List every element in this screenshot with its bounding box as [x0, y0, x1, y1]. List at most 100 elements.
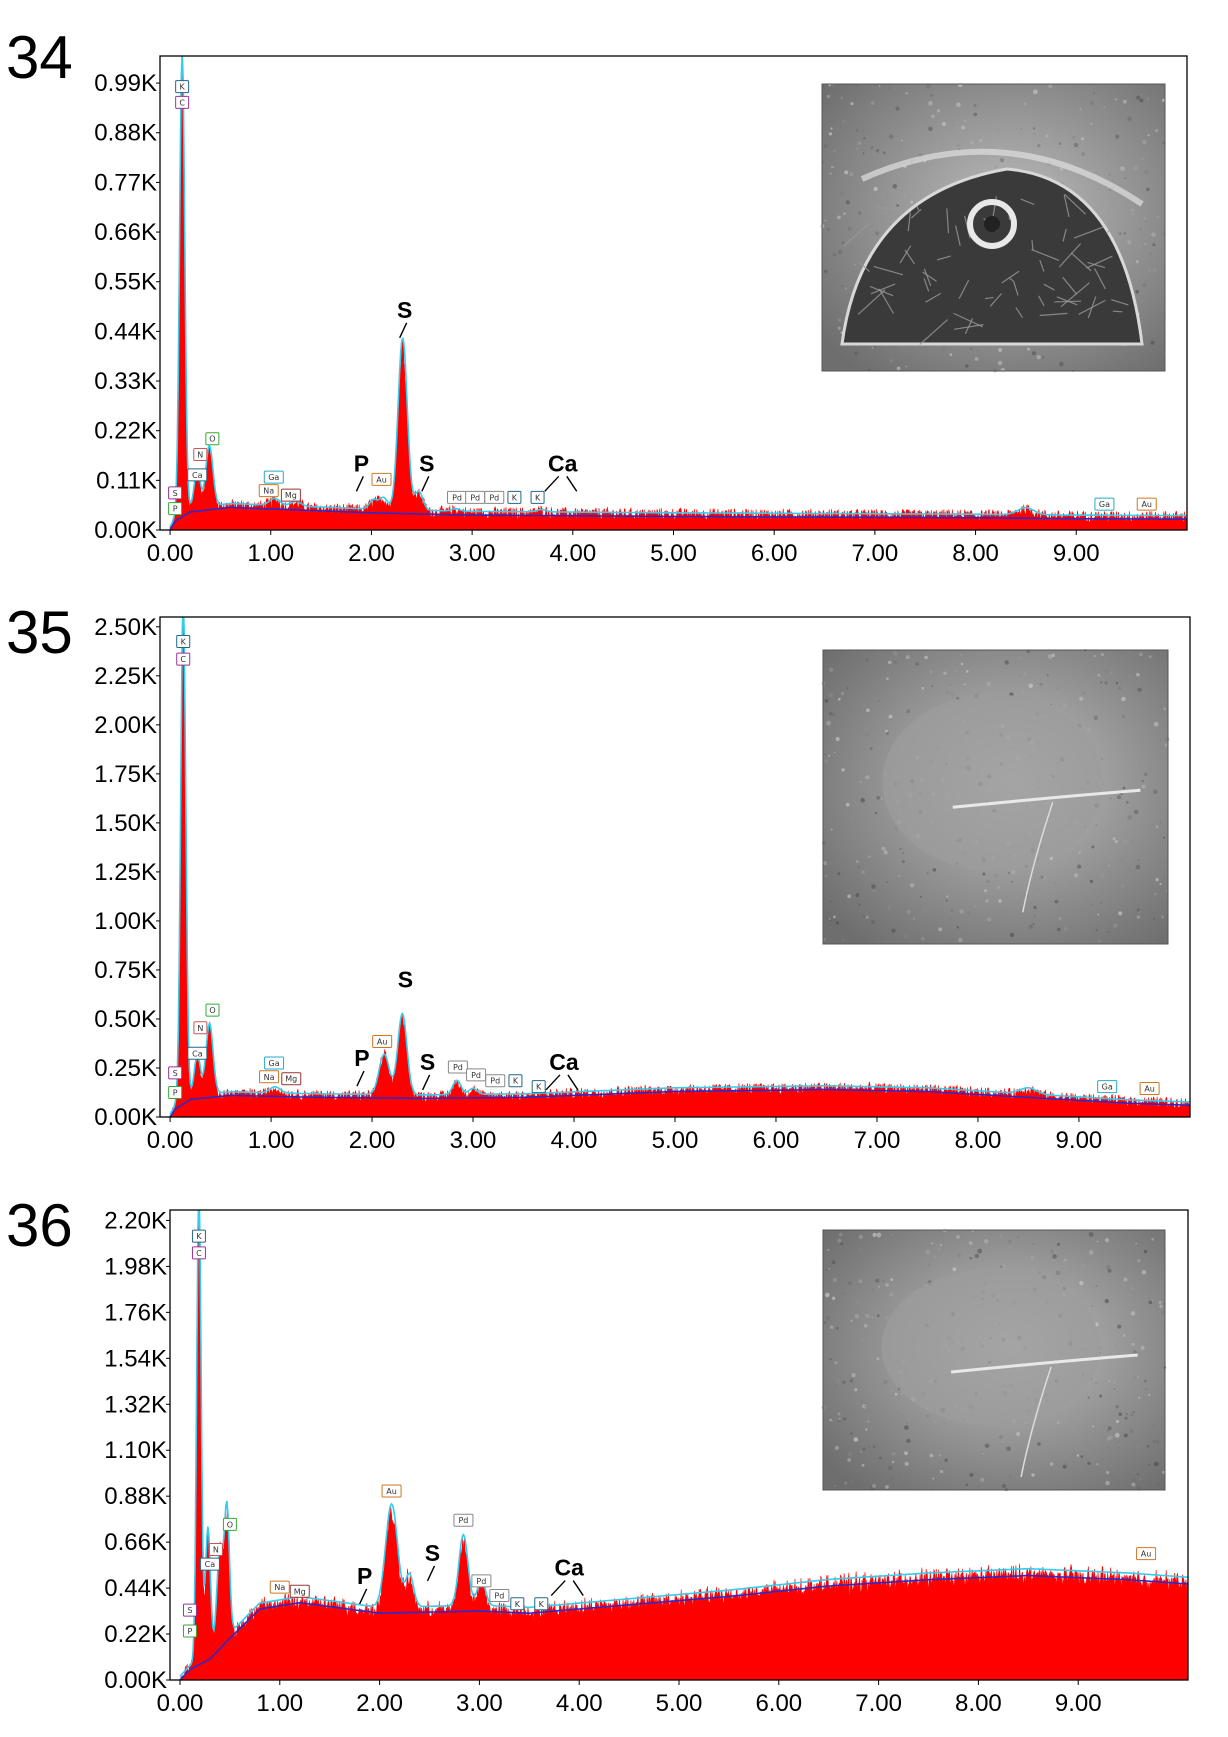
y-tick-label: 0.66K: [94, 219, 157, 246]
sem-speckle: [889, 359, 893, 363]
sem-speckle: [1130, 1311, 1136, 1316]
sem-speckle: [885, 100, 888, 104]
element-badge: C: [191, 1246, 206, 1260]
sem-speckle: [849, 172, 854, 177]
sem-speckle: [1099, 1394, 1103, 1398]
sem-speckle: [1143, 1249, 1148, 1254]
sem-speckle: [854, 264, 856, 266]
sem-fiber: [1094, 268, 1106, 290]
sem-speckle: [835, 921, 840, 925]
sem-speckle: [1127, 116, 1132, 122]
leader-line: [421, 1074, 431, 1091]
sem-speckle: [865, 775, 870, 780]
element-badge-box: [534, 1597, 549, 1611]
sem-speckle: [913, 918, 915, 920]
sem-speckle: [1099, 901, 1103, 904]
sem-speckle: [853, 703, 859, 709]
sem-speckle: [1057, 927, 1061, 932]
sem-speckle: [1118, 232, 1122, 236]
sem-speckle: [1135, 1242, 1137, 1245]
element-badge: Ga: [263, 470, 284, 484]
element-badge-text: Pd: [494, 1591, 504, 1600]
sem-speckle: [876, 1232, 882, 1238]
sem-speckle: [1146, 825, 1150, 828]
sem-speckle: [941, 1468, 943, 1470]
sem-speckle: [1138, 910, 1142, 913]
x-tick-label: 9.00: [1056, 1127, 1103, 1154]
element-label: Ca: [555, 1555, 585, 1581]
element-badge: Mg: [281, 1072, 302, 1086]
sem-fiber: [843, 222, 871, 247]
sem-speckle: [868, 855, 871, 858]
sem-speckle: [1079, 696, 1084, 701]
sem-fiber: [1111, 299, 1129, 306]
y-tick-label: 1.10K: [104, 1437, 167, 1464]
sem-speckle: [1158, 1300, 1162, 1304]
sem-speckle: [1163, 860, 1168, 865]
y-tick-label: 1.75K: [94, 761, 157, 788]
sem-fiber: [1058, 243, 1082, 268]
sem-speckle: [985, 357, 989, 361]
sem-speckle: [1063, 1258, 1067, 1262]
y-tick-label: 0.22K: [94, 418, 157, 445]
element-badge-box: [208, 1542, 223, 1556]
element-badge: K: [508, 1074, 523, 1088]
sem-speckle: [970, 347, 972, 350]
sem-fiber: [922, 271, 937, 282]
sem-speckle: [858, 1329, 861, 1332]
element-badge-text: N: [197, 1024, 203, 1033]
sem-fiber: [919, 319, 949, 346]
sem-speckle: [1103, 106, 1106, 109]
sem-speckle: [1100, 653, 1104, 656]
x-tick-label: 0.00: [147, 1127, 194, 1154]
sem-speckle: [1133, 809, 1139, 815]
sem-speckle: [890, 1436, 895, 1441]
sem-speckle: [872, 1445, 876, 1448]
element-badge: S: [182, 1603, 197, 1617]
sem-speckle: [959, 909, 964, 914]
leader-line: [545, 1074, 561, 1091]
sem-speckle: [1078, 851, 1081, 854]
sem-speckle: [1028, 924, 1033, 929]
sem-speckle: [842, 120, 845, 123]
sem-speckle: [1159, 738, 1162, 740]
sem-speckle: [837, 318, 842, 322]
x-tick-label: 8.00: [955, 1690, 1002, 1717]
sem-speckle: [931, 685, 934, 687]
sem-fiber: [1043, 283, 1055, 291]
sem-speckle: [823, 1321, 827, 1324]
y-tick-label: 0.44K: [104, 1575, 167, 1602]
sem-speckle: [941, 346, 946, 352]
element-badge-text: Au: [1141, 500, 1152, 509]
sem-speckle: [829, 1358, 832, 1361]
sem-speckle: [825, 1292, 830, 1298]
sem-speckle: [1085, 89, 1090, 94]
sem-speckle: [1144, 820, 1149, 824]
y-tick-label: 2.50K: [94, 614, 157, 641]
sem-speckle: [829, 1418, 832, 1422]
sem-speckle: [839, 191, 845, 196]
element-badge-text: Pd: [471, 1071, 481, 1080]
x-tick-label: 3.00: [449, 540, 496, 567]
sem-speckle: [1157, 1393, 1160, 1396]
sem-speckle: [938, 1454, 941, 1457]
sem-speckle: [1130, 1413, 1134, 1417]
leader-line: [572, 1580, 584, 1596]
sem-speckle: [885, 1283, 890, 1287]
sem-speckle: [824, 219, 827, 222]
leader-line: [355, 476, 365, 492]
sem-speckle: [890, 1389, 894, 1392]
sem-speckle: [1079, 108, 1082, 110]
sem-speckle: [1148, 1463, 1151, 1466]
element-badge: Pd: [484, 490, 505, 504]
sem-speckle: [906, 909, 912, 914]
sem-speckle: [965, 670, 969, 673]
sem-speckle: [1129, 1428, 1134, 1434]
sem-speckle: [980, 1478, 985, 1482]
sem-speckle: [895, 699, 898, 702]
sem-speckle: [830, 1334, 832, 1336]
element-badge-text: Mg: [285, 1075, 297, 1084]
sem-speckle: [1136, 260, 1139, 264]
sem-speckle: [974, 1253, 980, 1259]
element-badge: Pd: [447, 490, 468, 504]
